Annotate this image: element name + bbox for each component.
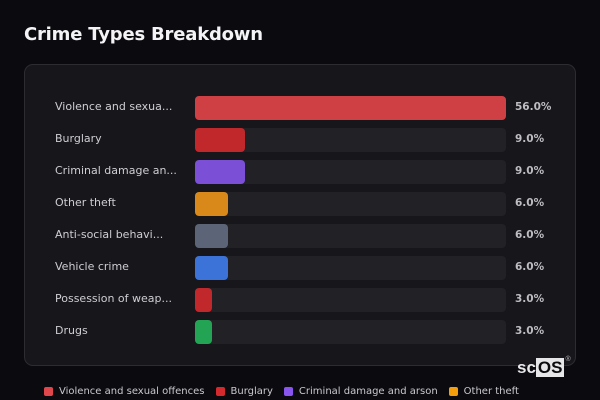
bar-fill[interactable]: [195, 224, 229, 248]
logo-text: sc: [517, 358, 536, 377]
legend-swatch-icon: [448, 387, 458, 396]
value-label: 6.0%: [515, 261, 545, 273]
bar-track: [195, 160, 506, 184]
category-label: Other theft: [55, 196, 116, 209]
chart-row: Burglary 9.0%: [25, 128, 575, 152]
value-label: 6.0%: [515, 197, 545, 209]
chart-card: Violence and sexua... 56.0% Burglary 9.0% Cr…: [24, 64, 576, 366]
legend-swatch-icon: [215, 387, 225, 396]
category-label: Vehicle crime: [55, 260, 129, 273]
legend-label: Other theft: [463, 386, 519, 397]
bar-fill[interactable]: [195, 128, 245, 152]
category-label: Drugs: [55, 324, 88, 337]
legend-label: Criminal damage and arson: [298, 386, 438, 397]
chart-legend: Violence and sexual offences Burglary Crim…: [44, 386, 519, 397]
bar-track: [195, 224, 506, 248]
category-label: Burglary: [55, 132, 102, 145]
legend-swatch-icon: [44, 387, 53, 396]
chart-row: Anti-social behavi... 6.0%: [25, 224, 575, 248]
bar-track: [195, 192, 506, 216]
chart-row: Drugs 3.0%: [25, 320, 575, 344]
bar-track: [195, 96, 506, 120]
value-label: 3.0%: [515, 293, 545, 305]
chart-row: Criminal damage an... 9.0%: [25, 160, 575, 184]
bar-track: [195, 288, 506, 312]
value-label: 9.0%: [515, 133, 545, 145]
category-label: Criminal damage an...: [55, 164, 177, 177]
bar-track: [195, 320, 506, 344]
category-label: Violence and sexua...: [55, 100, 173, 113]
bar-fill[interactable]: [195, 160, 245, 184]
bar-fill[interactable]: [195, 96, 506, 120]
chart-row: Possession of weap... 3.0%: [25, 288, 575, 312]
legend-item[interactable]: Criminal damage and arson: [283, 386, 438, 397]
logo-boxed-text: OS: [535, 358, 565, 377]
value-label: 56.0%: [515, 101, 552, 113]
value-label: 6.0%: [515, 229, 545, 241]
bar-fill[interactable]: [195, 192, 229, 216]
value-label: 9.0%: [515, 165, 545, 177]
legend-item[interactable]: Violence and sexual offences: [44, 386, 205, 397]
legend-item[interactable]: Burglary: [215, 386, 273, 397]
chart-row: Other theft 6.0%: [25, 192, 575, 216]
bar-track: [195, 128, 506, 152]
bar-fill[interactable]: [195, 320, 212, 344]
page-title: Crime Types Breakdown: [24, 24, 263, 45]
legend-label: Burglary: [230, 386, 273, 397]
category-label: Anti-social behavi...: [55, 228, 164, 241]
chart-row: Vehicle crime 6.0%: [25, 256, 575, 280]
scos-logo: sc OS ®: [517, 356, 571, 377]
legend-label: Violence and sexual offences: [59, 386, 205, 397]
registered-mark: ®: [565, 356, 571, 363]
legend-item[interactable]: Other theft: [448, 386, 519, 397]
bar-track: [195, 256, 506, 280]
bar-fill[interactable]: [195, 256, 229, 280]
value-label: 3.0%: [515, 325, 545, 337]
bar-fill[interactable]: [195, 288, 212, 312]
category-label: Possession of weap...: [55, 292, 172, 305]
chart-row: Violence and sexua... 56.0%: [25, 96, 575, 120]
legend-swatch-icon: [283, 387, 293, 396]
